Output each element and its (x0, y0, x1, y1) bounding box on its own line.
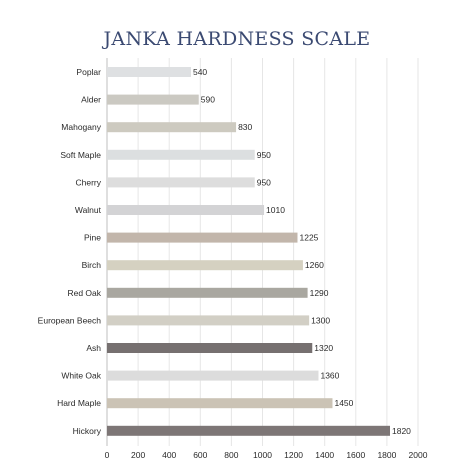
x-axis-ticks: 0 200 400 600 800 1000 1200 1400 1600 1800 2000 (105, 450, 428, 460)
category-label: Mahogany (61, 122, 101, 132)
bar (107, 232, 298, 243)
bar (107, 343, 313, 353)
value-label: 540 (193, 67, 207, 77)
x-tick-label: 1800 (377, 450, 396, 460)
value-label: 1260 (305, 260, 324, 270)
bars (107, 67, 391, 436)
bar (107, 287, 308, 298)
category-label: Cherry (75, 177, 101, 187)
category-label: Ash (86, 343, 101, 353)
value-label: 1290 (310, 288, 329, 298)
value-labels: 540 590 830 950 950 1010 1225 1260 1290 1300 1320 1… (193, 67, 411, 436)
gridlines (106, 58, 419, 446)
value-label: 1360 (320, 371, 339, 381)
category-label: Poplar (76, 67, 101, 77)
x-tick-label: 400 (162, 450, 176, 460)
category-label: European Beech (38, 315, 102, 325)
bar (107, 370, 319, 381)
value-label: 1225 (299, 233, 318, 243)
value-label: 950 (257, 177, 271, 187)
category-label: White Oak (61, 371, 101, 381)
bar (107, 205, 265, 215)
value-label: 1450 (334, 398, 353, 408)
bar (107, 177, 255, 188)
x-tick-label: 0 (105, 450, 110, 460)
bar (107, 260, 303, 271)
value-label: 590 (201, 95, 215, 105)
x-tick-label: 800 (224, 450, 238, 460)
value-label: 1320 (314, 343, 333, 353)
category-label: Alder (81, 95, 101, 105)
category-label: Hickory (73, 426, 102, 436)
bar (107, 425, 391, 436)
category-label: Hard Maple (57, 398, 101, 408)
category-label: Pine (84, 233, 101, 243)
value-label: 1300 (311, 315, 330, 325)
category-label: Walnut (75, 205, 102, 215)
category-labels: Poplar Alder Mahogany Soft Maple Cherry Walnu… (38, 67, 102, 436)
category-label: Birch (82, 260, 102, 270)
x-tick-label: 1200 (284, 450, 303, 460)
x-tick-label: 1000 (253, 450, 272, 460)
x-tick-label: 1400 (315, 450, 334, 460)
bar (107, 122, 237, 133)
x-tick-label: 2000 (409, 450, 428, 460)
x-tick-label: 200 (131, 450, 145, 460)
bar (107, 94, 199, 105)
chart-title: JANKA HARDNESS SCALE (103, 28, 371, 50)
category-label: Soft Maple (60, 150, 101, 160)
category-label: Red Oak (67, 288, 101, 298)
x-tick-label: 1600 (346, 450, 365, 460)
bar (107, 67, 191, 77)
x-tick-label: 600 (193, 450, 207, 460)
bar (107, 315, 310, 326)
value-label: 1010 (266, 205, 285, 215)
bar (107, 149, 255, 160)
bar (107, 398, 333, 409)
value-label: 950 (257, 150, 271, 160)
value-label: 830 (238, 122, 252, 132)
value-label: 1820 (392, 426, 411, 436)
